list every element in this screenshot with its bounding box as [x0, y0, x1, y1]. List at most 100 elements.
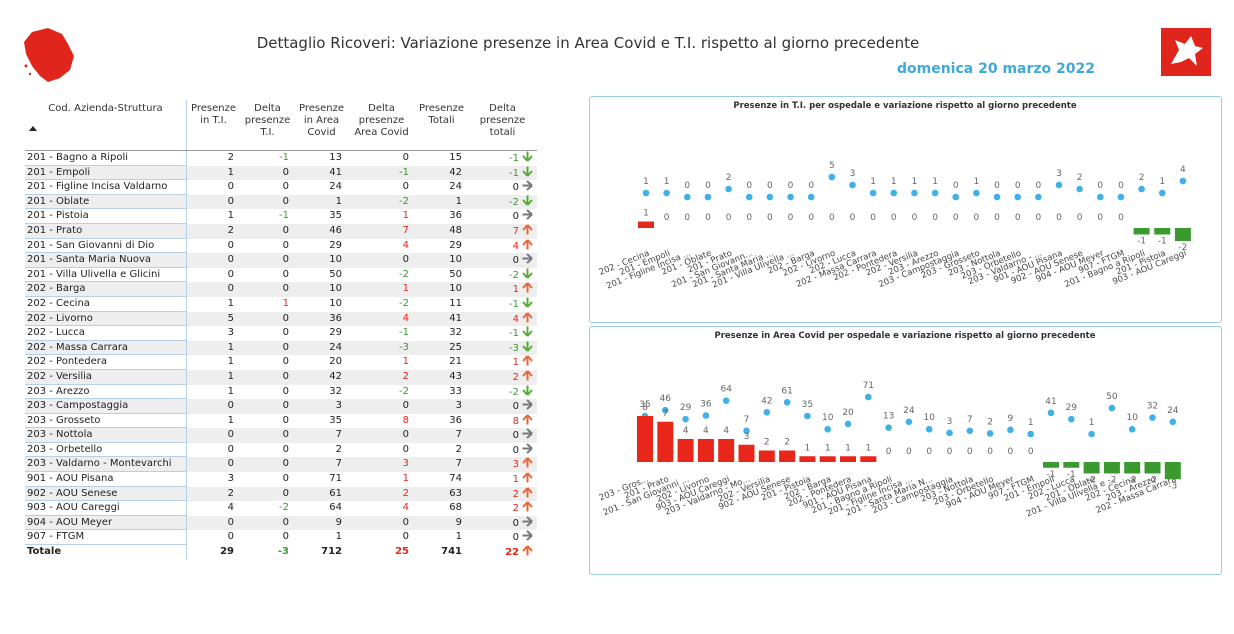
row-label: 201 - Prato — [25, 223, 187, 239]
bar — [637, 416, 653, 462]
cell-text: 15 — [449, 152, 462, 163]
delta-arrow — [522, 282, 533, 293]
table-cell: 1 — [187, 385, 240, 400]
table-cell: 0 — [240, 239, 295, 254]
cell-text: 3 — [227, 327, 234, 339]
bar — [840, 456, 856, 462]
row-label: 907 - FTGM — [25, 530, 187, 546]
table-cell: 0 — [187, 516, 240, 531]
cell-text: -3 — [509, 342, 519, 354]
region-logo — [24, 28, 74, 82]
flag-logo — [1161, 28, 1211, 76]
dot-label: 41 — [1045, 397, 1056, 407]
table-cell: 29 — [295, 326, 348, 341]
delta-arrow — [522, 443, 533, 454]
table-cell: 24 — [295, 341, 348, 356]
table-cell: 1 — [187, 355, 240, 370]
row-label: 202 - Pontedera — [25, 355, 187, 370]
bar-label: 0 — [870, 213, 876, 223]
bar-label: 2 — [784, 438, 790, 448]
table-cell: 0 — [468, 443, 537, 458]
row-label: 201 - Empoli — [25, 165, 187, 181]
table-row: 202 - Livorno 5 0 36 4 41 4 — [25, 311, 537, 327]
table-cell: 0 — [240, 268, 295, 283]
dot-label: 0 — [808, 181, 814, 191]
bar-label: 0 — [974, 213, 980, 223]
cell-text: 0 — [282, 254, 289, 266]
cell-text: 46 — [329, 224, 342, 236]
bar-label: -2 — [1178, 243, 1187, 253]
dot — [1068, 415, 1075, 423]
bar-label: -2 — [1107, 476, 1116, 486]
table-cell: 741 — [415, 545, 468, 560]
dot — [1047, 409, 1055, 417]
table-cell: 1 — [415, 530, 468, 545]
arrow-shape — [522, 545, 533, 556]
table-cell: 1 — [415, 195, 468, 210]
cell-text: 202 - Barga — [27, 283, 86, 295]
cell-text: -3 — [277, 546, 289, 558]
arrow-shape — [522, 516, 533, 527]
table-cell: 3 — [348, 457, 415, 472]
cell-text: 4 — [512, 240, 519, 252]
cell-text: 1 — [282, 297, 289, 309]
table-cell: 2 — [468, 486, 537, 502]
dot-label: 13 — [883, 412, 894, 422]
dot — [905, 418, 913, 426]
arrow-shape — [522, 341, 533, 352]
table-cell: 3 — [187, 326, 240, 341]
row-label: 201 - Oblate — [25, 194, 187, 210]
table-cell: 4 — [468, 311, 537, 327]
cell-text: 203 - Nottola — [27, 429, 93, 441]
row-label: 203 - Arezzo — [25, 384, 187, 400]
cell-text: 0 — [402, 152, 409, 163]
cell-text: 0 — [282, 283, 289, 295]
table-cell: 7 — [468, 224, 537, 239]
cell-text: 901 - AOU Pisana — [27, 473, 114, 485]
bar-label: 0 — [1035, 213, 1041, 223]
table-cell: -2 — [468, 385, 537, 400]
bar-label: 0 — [664, 213, 670, 223]
dot — [725, 185, 732, 193]
bar-label: 4 — [703, 426, 709, 436]
row-label: 201 - Villa Ulivella e Glicini — [25, 267, 187, 283]
cell-text: 50 — [329, 268, 342, 280]
row-label: 203 - Orbetello — [25, 442, 187, 458]
row-label: 901 - AOU Pisana — [25, 472, 187, 487]
cell-text: 0 — [402, 429, 409, 441]
cell-text: 1 — [402, 210, 409, 222]
table-cell: 29 — [187, 545, 240, 560]
cell-text: 63 — [449, 487, 462, 499]
row-label: 203 - Campostaggia — [25, 399, 187, 414]
column-header: Presenze in Area Covid — [299, 103, 344, 138]
column-header: Presenze in T.I. — [191, 103, 236, 126]
table-cell: 0 — [240, 428, 295, 443]
dot-label: 64 — [720, 385, 732, 395]
dot-label: 0 — [684, 181, 690, 191]
bar-label: -2 — [1087, 476, 1096, 486]
table-row: 201 - Bagno a Ripoli 2 -1 13 0 15 -1 — [25, 151, 537, 166]
bar-label: -1 — [1047, 470, 1056, 480]
table-cell: 25 — [348, 545, 415, 560]
cell-text: 1 — [335, 531, 342, 543]
cell-text: 1 — [227, 356, 234, 368]
cell-text: 8 — [512, 415, 519, 427]
table-row: 201 - Figline Incisa Valdarno 0 0 24 0 24 0 — [25, 180, 537, 195]
table-cell: 74 — [415, 472, 468, 487]
bar-label: 0 — [1056, 213, 1062, 223]
cell-text: 0 — [282, 443, 289, 455]
dot — [824, 425, 831, 433]
bar — [1043, 462, 1059, 468]
cell-text: 0 — [512, 517, 519, 529]
cell-text: 0 — [282, 370, 289, 382]
cell-text: 2 — [512, 371, 519, 383]
arrow-shape — [522, 399, 533, 410]
chart-frame: Presenze in T.I. per ospedale e variazio… — [589, 96, 1222, 323]
cell-text: 201 - Oblate — [27, 195, 90, 207]
cell-text: 203 - Arezzo — [27, 385, 90, 397]
column-header: Delta presenze T.I. — [244, 103, 291, 138]
dot-label: 3 — [947, 417, 953, 427]
cell-text: 0 — [402, 181, 409, 193]
table-cell: 35 — [295, 209, 348, 224]
dot-label: 42 — [761, 396, 772, 406]
